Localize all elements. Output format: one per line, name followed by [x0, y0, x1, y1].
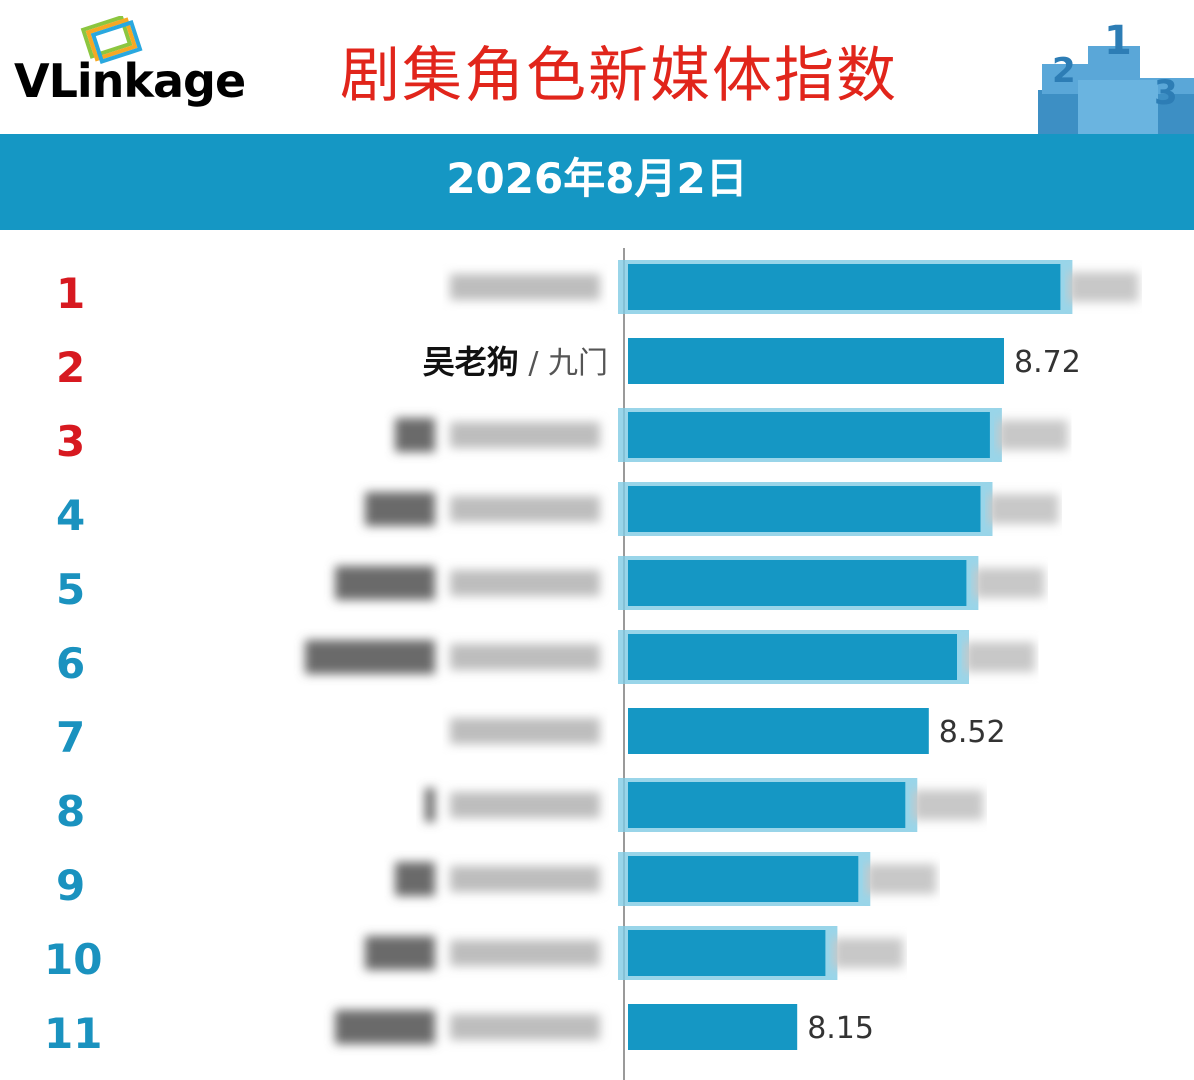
rank-number: 3: [56, 417, 85, 466]
podium-digit-1: 1: [1104, 20, 1132, 64]
category-label-blurred: [335, 1010, 600, 1044]
bar: [628, 782, 906, 828]
bar: [628, 412, 990, 458]
rank-number: 1: [56, 269, 85, 318]
bar: [628, 1004, 798, 1050]
category-label-blurred: [335, 566, 600, 600]
category-label-blurred: [395, 862, 600, 896]
bar: [628, 930, 826, 976]
bar: [628, 856, 859, 902]
value-label-blurred: [1068, 272, 1139, 302]
value-label-blurred: [988, 494, 1059, 524]
vlinkage-logo: VLinkage: [12, 16, 262, 118]
rank-number: 9: [56, 861, 85, 910]
bar: [628, 486, 981, 532]
rank-number: 10: [44, 935, 102, 984]
bar: [628, 634, 957, 680]
category-label-blurred: [305, 640, 600, 674]
ranking-bar-chart: 1 2 8.72 吴老狗 / 九门 3 4 5 6 7 8.52 8 9 10 11 8.15: [44, 248, 1139, 1080]
value-label-blurred: [866, 864, 937, 894]
bar: [628, 708, 929, 754]
bar: [628, 560, 967, 606]
value-label: 8.72: [1014, 345, 1081, 380]
logo-text: VLinkage: [14, 54, 246, 108]
category-label-blurred: [395, 418, 600, 452]
rank-number: 4: [56, 491, 85, 540]
podium-icon: 2 1 3: [1038, 20, 1194, 134]
rank-number: 11: [44, 1009, 102, 1058]
bar: [628, 264, 1061, 310]
podium-digit-2: 2: [1052, 51, 1076, 91]
category-label-blurred: [365, 936, 600, 970]
date-band: [0, 134, 1194, 230]
page-title: 剧集角色新媒体指数: [340, 41, 898, 111]
rank-number: 6: [56, 639, 85, 688]
podium-digit-3: 3: [1154, 73, 1178, 113]
category-label-blurred: [450, 718, 600, 744]
bar: [628, 338, 1004, 384]
category-label-blurred: [365, 492, 600, 526]
rank-number: 2: [56, 343, 85, 392]
logo-cards-icon: [80, 16, 143, 65]
date-label: 2026年8月2日: [446, 154, 748, 203]
value-label-blurred: [974, 568, 1045, 598]
category-label-blurred: [450, 274, 600, 300]
value-label: 8.15: [807, 1011, 874, 1046]
value-label-blurred: [913, 790, 984, 820]
rank-number: 7: [56, 713, 85, 762]
value-label-blurred: [965, 642, 1035, 672]
rank-number: 8: [56, 787, 85, 836]
value-label-blurred: [997, 420, 1068, 450]
value-label: 8.52: [939, 715, 1006, 750]
category-label-blurred: [425, 788, 600, 822]
value-label-blurred: [833, 938, 904, 968]
rank-number: 5: [56, 565, 85, 614]
category-label: 吴老狗 / 九门: [423, 343, 608, 381]
